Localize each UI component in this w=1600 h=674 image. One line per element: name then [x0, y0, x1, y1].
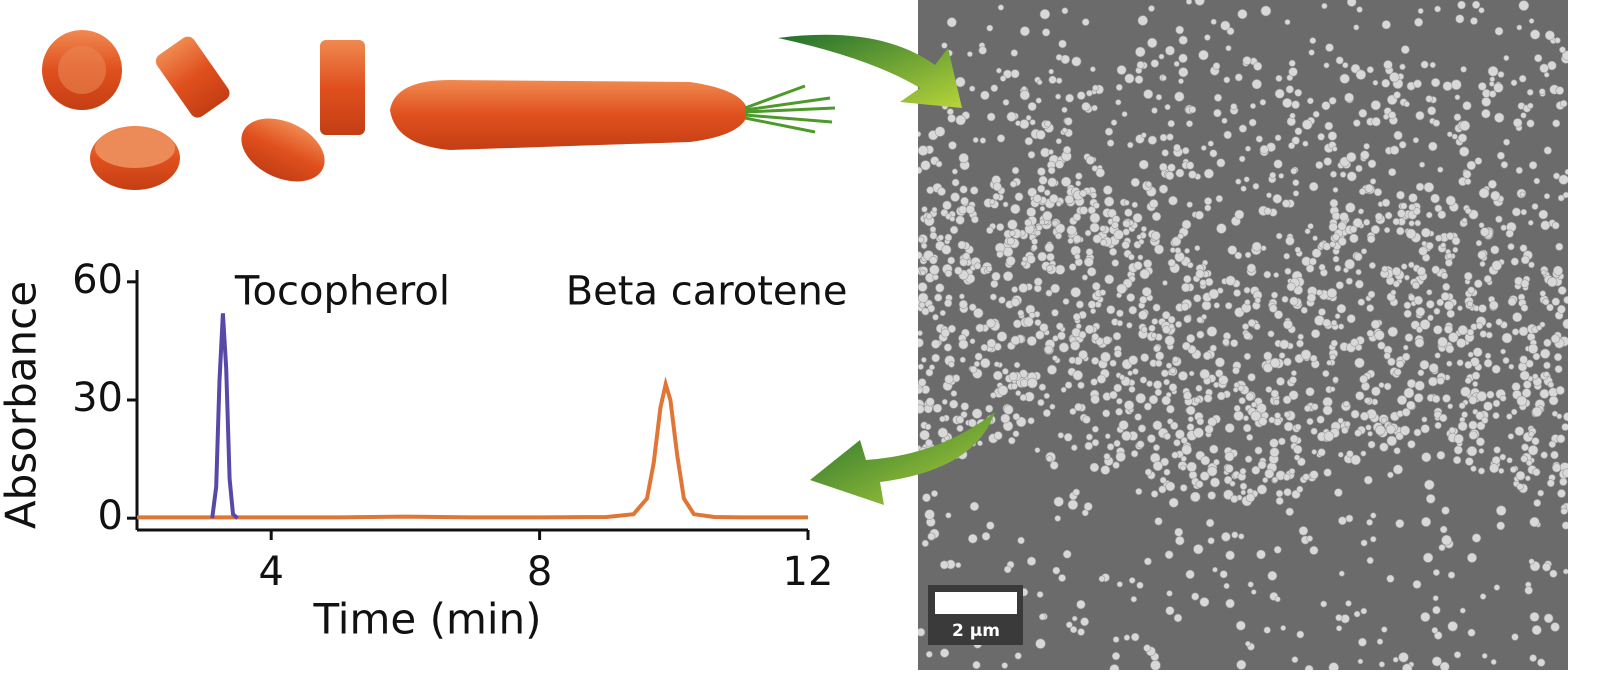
y-axis-title: Absorbance	[0, 281, 46, 529]
series-label: Beta carotene	[566, 268, 848, 314]
carrot-illustration	[42, 30, 836, 190]
chart: 0 30 60 4 8 12 Time (min) Absorbance Beta carote…	[0, 257, 848, 644]
sem-image: 2 μm	[918, 0, 1568, 670]
y-tick-label: 60	[72, 257, 123, 303]
y-tick-label: 30	[72, 375, 123, 421]
series-line	[137, 376, 808, 520]
arrow	[778, 34, 995, 505]
scale-bar-label: 2 μm	[952, 621, 1000, 641]
x-tick-label: 8	[527, 549, 552, 595]
series-label: Tocopherol	[234, 268, 450, 314]
x-tick-label: 4	[258, 549, 283, 595]
x-tick-label: 12	[783, 549, 834, 595]
x-axis-title: Time (min)	[312, 595, 541, 644]
series-line	[210, 313, 239, 520]
y-tick-label: 0	[98, 493, 123, 539]
